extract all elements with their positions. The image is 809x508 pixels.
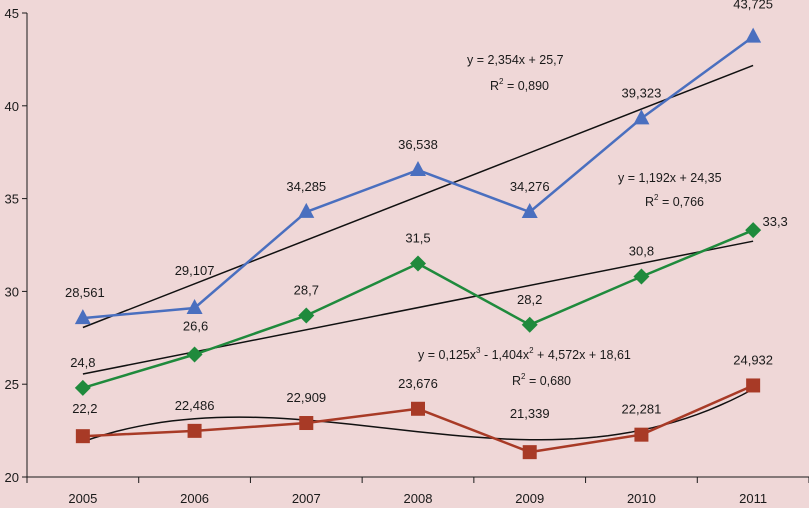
triangle-point-marker [745, 27, 762, 43]
axes: 20 25 30 35 40 45 2005 2006 2007 2008 2009 2010 2011 [5, 6, 809, 506]
diamond-point-marker [745, 222, 762, 239]
data-label: 34,276 [510, 179, 550, 194]
trendline-3-equation: y = 0,125x3 - 1,404x2 + 4,572x + 18,61 [418, 346, 631, 362]
trendline-1-equation: y = 2,354x + 25,7 [467, 53, 564, 67]
diamond-point-marker [74, 379, 91, 396]
data-label: 22,909 [286, 390, 326, 405]
y-tick-label: 45 [5, 6, 19, 21]
trendline-series-1 [82, 64, 754, 329]
x-tick-label: 2008 [404, 491, 433, 506]
data-label: 26,6 [183, 319, 208, 334]
y-tick-label: 40 [5, 99, 19, 114]
trendline-equation-series-2: y = 1,192x + 24,35 R2 = 0,766 [618, 171, 722, 209]
trendline-1-r2: R2 = 0,890 [490, 77, 549, 93]
y-tick-label: 30 [5, 284, 19, 299]
data-label: 24,932 [733, 352, 773, 367]
square-point-marker [746, 378, 761, 393]
square-point-marker [187, 423, 202, 438]
diamond-point-marker [410, 255, 426, 272]
square-point-marker [75, 429, 90, 444]
diamond-point-marker [633, 268, 650, 285]
data-label: 36,538 [398, 137, 438, 152]
trendline-2-r2: R2 = 0,766 [645, 193, 704, 209]
trendline-equation-series-3: y = 0,125x3 - 1,404x2 + 4,572x + 18,61 R… [418, 346, 631, 388]
diamond-point-marker [298, 307, 315, 324]
square-point-marker [522, 445, 537, 460]
x-tick-label: 2005 [68, 491, 97, 506]
x-tick-label: 2011 [739, 491, 767, 506]
y-tick-label: 35 [5, 192, 19, 207]
y-tick-label: 25 [5, 377, 19, 392]
data-label: 22,281 [622, 402, 662, 417]
data-label: 33,3 [762, 214, 787, 229]
triangle-point-marker [74, 309, 91, 325]
square-point-marker [299, 416, 314, 431]
data-label: 24,8 [70, 355, 95, 370]
square-point-marker [411, 401, 425, 416]
x-tick-label: 2006 [180, 491, 209, 506]
data-label: 29,107 [175, 263, 215, 278]
y-tick-label: 20 [5, 470, 19, 485]
data-label: 39,323 [622, 85, 662, 100]
series-markers [74, 27, 762, 460]
x-tick-label: 2007 [292, 491, 321, 506]
data-label: 23,676 [398, 376, 438, 391]
triangle-point-marker [521, 203, 538, 219]
data-label: 28,7 [294, 283, 319, 298]
data-labels: 28,561 29,107 34,285 36,538 34,276 39,323 43,7… [65, 0, 788, 421]
data-label: 22,486 [175, 398, 215, 413]
data-label: 22,2 [72, 401, 97, 416]
data-label: 43,725 [733, 0, 773, 12]
triangle-point-marker [186, 298, 203, 314]
data-label: 21,339 [510, 406, 550, 421]
data-label: 30,8 [629, 244, 654, 259]
diamond-point-marker [186, 346, 203, 363]
square-point-marker [634, 427, 649, 442]
data-label: 28,561 [65, 285, 105, 300]
data-label: 31,5 [405, 231, 430, 246]
trendline-2-equation: y = 1,192x + 24,35 [618, 171, 722, 185]
data-label: 34,285 [286, 179, 326, 194]
diamond-point-marker [521, 316, 538, 333]
triangle-point-marker [410, 161, 426, 177]
trendline-3-r2: R2 = 0,680 [512, 372, 571, 388]
x-tick-label: 2010 [627, 491, 656, 506]
trendline-equation-series-1: y = 2,354x + 25,7 R2 = 0,890 [467, 53, 564, 93]
triangle-point-marker [298, 202, 315, 218]
triangle-point-marker [633, 109, 650, 125]
x-tick-label: 2009 [515, 491, 544, 506]
data-label: 28,2 [517, 292, 542, 307]
